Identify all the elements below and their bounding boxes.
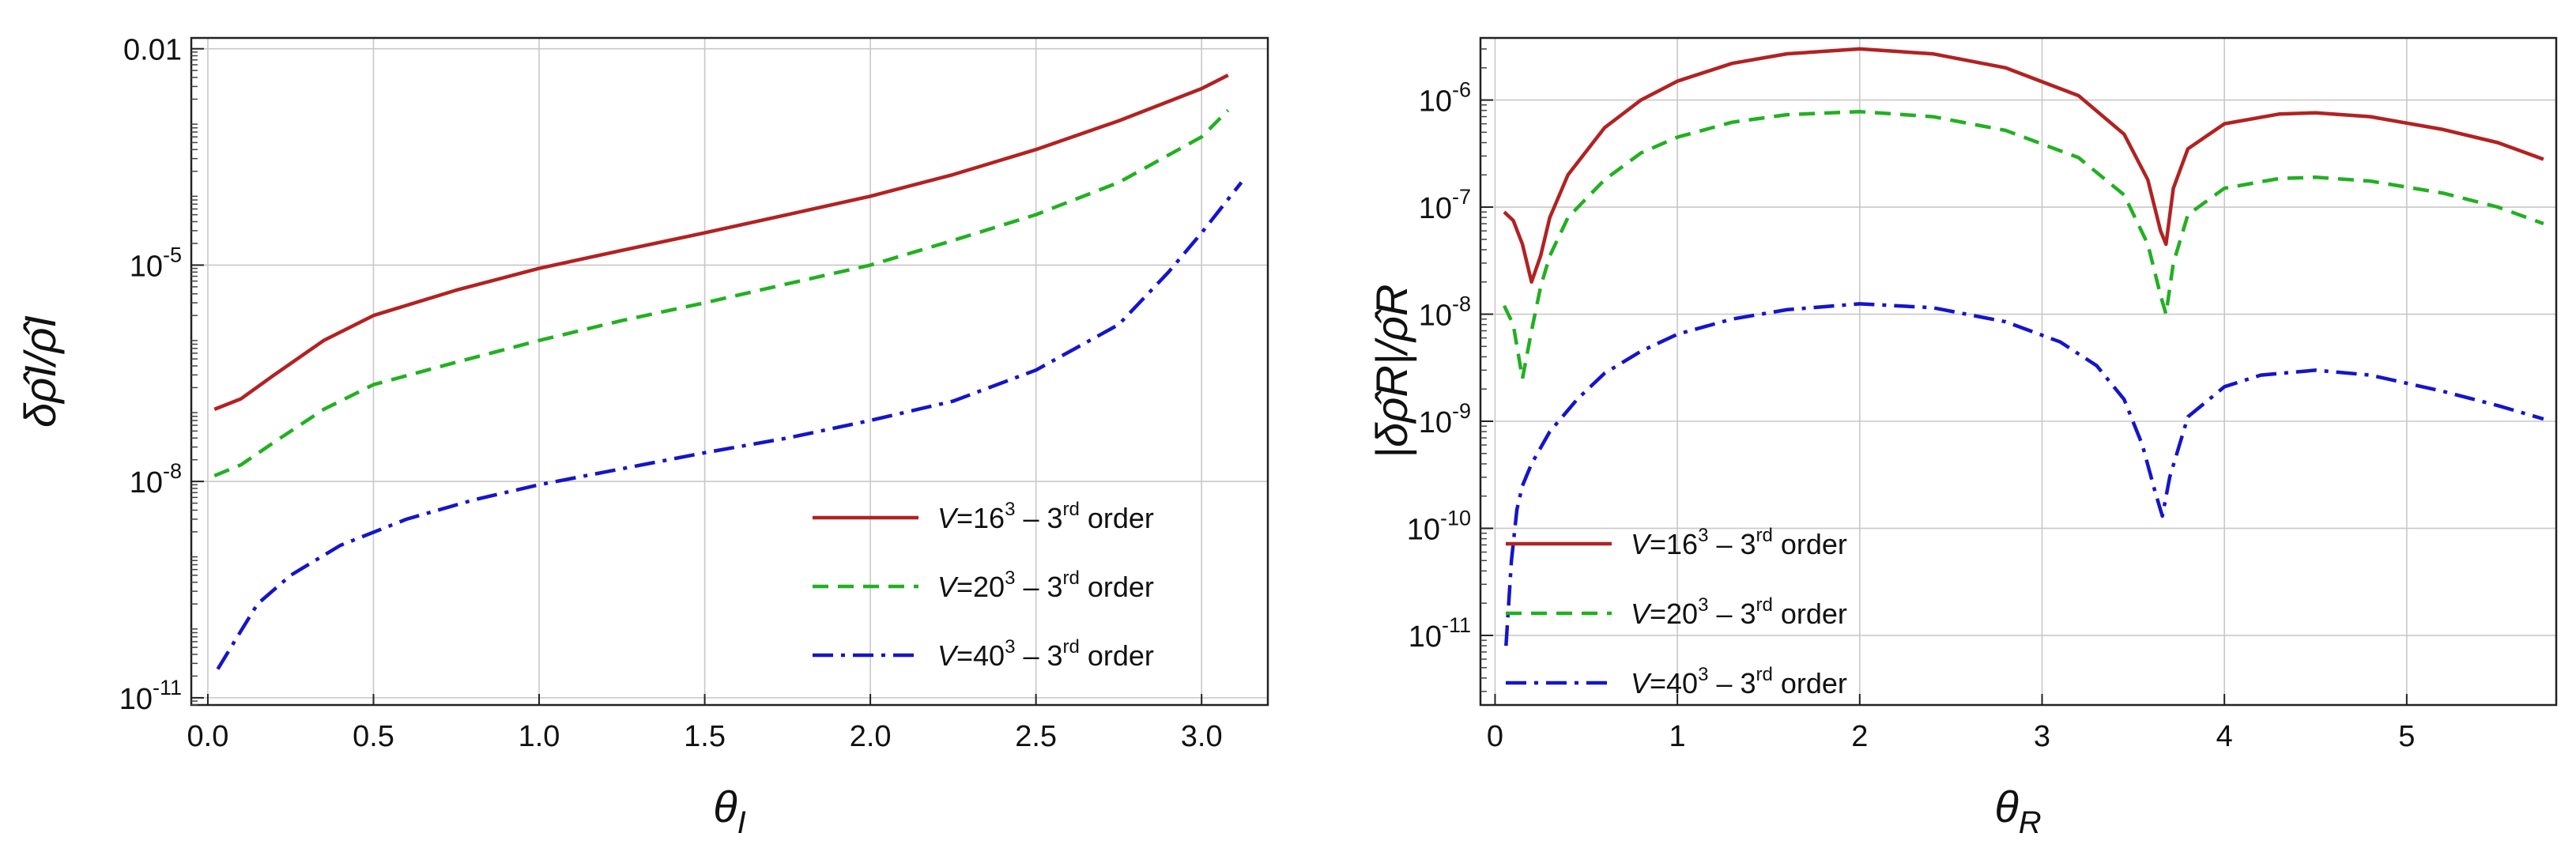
right-legend-label-3: V=403 – 3rd order [1631, 664, 1847, 699]
left-y-tick-label: 10-5 [130, 243, 182, 283]
left-legend: V=163 – 3rd order V=203 – 3rd order V=403 … [813, 499, 1154, 672]
left-x-ticks: 0.0 0.5 1.0 1.5 2.0 2.5 3.0 [187, 694, 1223, 753]
left-y-ticks: 10-11 10-8 10-5 0.01 [119, 34, 204, 716]
left-y-axis-label: δρ̂I/ρ̂I [15, 315, 65, 428]
left-legend-label-2: V=203 – 3rd order [937, 567, 1154, 603]
left-x-tick-label: 3.0 [1181, 720, 1223, 753]
left-x-tick-label: 0.0 [187, 720, 229, 753]
right-series-line-3 [1504, 302, 2544, 647]
left-chart-panel: 0.0 0.5 1.0 1.5 2.0 2.5 3.0 10-1110-810-50.01 … [15, 34, 1269, 840]
right-y-tick-label: 10-7 [1419, 185, 1471, 225]
right-plot-frame [1479, 36, 2558, 707]
right-y-tick-label: 10-10 [1407, 506, 1471, 546]
right-chart-panel: 0 1 2 3 4 5 10-11 10-10 10-9 10-8 10-7 10-6 θR |δρ… [1367, 36, 2558, 840]
right-x-ticks: 0 1 2 3 4 5 [1487, 694, 2415, 753]
left-series-line-2 [213, 109, 1230, 477]
right-y-tick-label: 10-9 [1419, 399, 1471, 439]
right-x-tick-label: 1 [1669, 720, 1686, 753]
left-x-tick-label: 2.0 [850, 720, 892, 753]
right-legend: V=163 – 3rd order V=203 – 3rd order V=403 … [1506, 525, 1847, 699]
right-y-tick-label: 10-8 [1419, 292, 1471, 333]
left-plot-frame [190, 36, 1269, 707]
right-x-tick-label: 0 [1487, 720, 1503, 753]
right-series-line-2 [1502, 109, 2544, 381]
right-series-line-1 [1503, 47, 2544, 284]
left-legend-label-1: V=163 – 3rd order [937, 499, 1154, 534]
left-y-tick-label: 0.01 [123, 34, 182, 67]
left-series-line-3 [216, 181, 1243, 670]
right-grid [1480, 38, 2556, 705]
left-y-tick-label: 10-8 [130, 459, 182, 500]
left-legend-label-3: V=403 – 3rd order [937, 636, 1154, 672]
right-x-axis-label: θR [1994, 782, 2041, 840]
right-x-tick-label: 5 [2398, 720, 2415, 753]
left-grid [191, 38, 1268, 705]
left-x-tick-label: 1.5 [684, 720, 726, 753]
left-x-tick-label: 2.5 [1015, 720, 1057, 753]
left-series-line-1 [213, 74, 1229, 411]
right-x-tick-label: 4 [2216, 720, 2233, 753]
right-legend-label-2: V=203 – 3rd order [1631, 594, 1847, 630]
right-series [1502, 47, 2544, 647]
left-x-axis-label: θI [713, 782, 746, 840]
right-legend-label-1: V=163 – 3rd order [1631, 525, 1847, 560]
right-x-tick-label: 2 [1851, 720, 1868, 753]
right-y-tick-label: 10-11 [1409, 613, 1471, 654]
left-x-tick-label: 1.0 [519, 720, 560, 753]
right-x-tick-label: 3 [2034, 720, 2050, 753]
right-y-ticks: 10-11 10-10 10-9 10-8 10-7 10-6 [1407, 48, 1493, 692]
right-y-tick-label: 10-6 [1419, 78, 1471, 119]
left-y-tick-label: 10-11 [119, 676, 182, 716]
left-x-tick-label: 0.5 [353, 720, 394, 753]
right-y-axis-label: |δρ̂R|/ρ̂R [1367, 285, 1417, 459]
left-series [213, 74, 1243, 670]
